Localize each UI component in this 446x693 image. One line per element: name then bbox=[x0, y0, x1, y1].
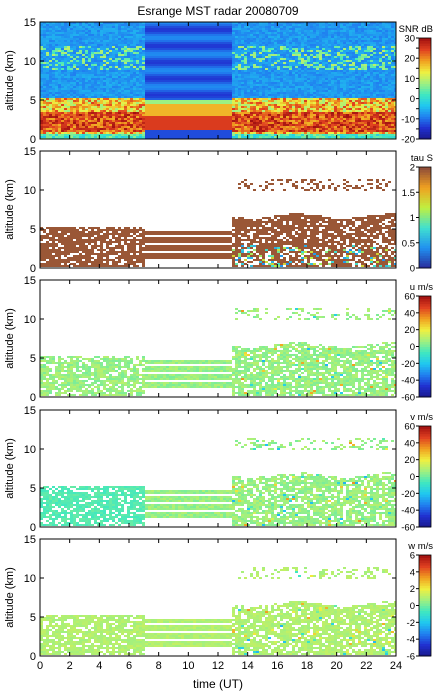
panel-1: 0 5 10 15 altitude (km) SNR dB -20 -10 0 10 20 30 bbox=[4, 17, 433, 146]
y-tick-label: 15 bbox=[24, 405, 36, 417]
colorbar-tick-label: -60 bbox=[401, 523, 415, 534]
colorbar-4: v m/s -60 -40 -20 0 20 40 60 bbox=[401, 412, 433, 534]
y-tick-label: 15 bbox=[24, 534, 36, 546]
y-tick-label: 5 bbox=[30, 483, 36, 495]
y-tick-label: 10 bbox=[24, 56, 36, 68]
panel-2: 0 5 10 15 altitude (km) tau S 0 0.5 1 1.5 2 bbox=[4, 146, 433, 275]
y-tick-label: 5 bbox=[30, 224, 36, 236]
colorbar-tick-label: -20 bbox=[401, 359, 415, 370]
colorbar-3: u m/s -60 -40 -20 0 20 40 60 bbox=[401, 282, 433, 404]
colorbar-tick-label: 40 bbox=[404, 308, 415, 319]
colorbar-2: tau S 0 0.5 1 1.5 2 bbox=[402, 153, 433, 275]
y-tick-label: 15 bbox=[24, 146, 36, 158]
colorbar-tick-label: 40 bbox=[404, 438, 415, 449]
y-tick-label: 10 bbox=[24, 314, 36, 326]
y-axis-label: altitude (km) bbox=[4, 50, 16, 111]
colorbar-tick-label: 0 bbox=[410, 94, 415, 105]
colorbar-tick-label: 0 bbox=[410, 264, 415, 275]
colorbar-tick-label: 60 bbox=[404, 292, 415, 303]
panel-4-field bbox=[40, 438, 396, 526]
colorbar-tick-label: -60 bbox=[401, 393, 415, 404]
y-tick-label: 5 bbox=[30, 612, 36, 624]
colorbar-tick-label: 0 bbox=[410, 342, 415, 353]
colorbar-label: tau S bbox=[411, 153, 433, 164]
x-tick-label: 14 bbox=[242, 660, 254, 672]
colorbar-tick-label: 2 bbox=[410, 163, 415, 174]
panel-2-field bbox=[40, 179, 396, 267]
y-tick-label: 10 bbox=[24, 573, 36, 585]
y-axis-label: altitude (km) bbox=[4, 567, 16, 628]
colorbar-label: u m/s bbox=[410, 282, 433, 293]
y-tick-label: 5 bbox=[30, 353, 36, 365]
colorbar-tick-label: 1 bbox=[410, 213, 415, 224]
colorbar-tick-label: -10 bbox=[401, 114, 415, 125]
colorbar-tick-label: 2 bbox=[410, 584, 415, 595]
y-tick-label: 15 bbox=[24, 275, 36, 287]
colorbar-tick-label: 10 bbox=[404, 74, 415, 85]
x-tick-label: 24 bbox=[390, 660, 402, 672]
y-tick-label: 0 bbox=[30, 651, 36, 663]
colorbar-tick-label: 0 bbox=[410, 472, 415, 483]
panel-3: 0 5 10 15 altitude (km) u m/s -60 -40 -20 0 20 40 60 bbox=[4, 275, 433, 404]
y-tick-label: 0 bbox=[30, 263, 36, 275]
colorbar-tick-label: 4 bbox=[410, 567, 415, 578]
colorbar-tick-label: -6 bbox=[407, 652, 415, 663]
colorbar-label: v m/s bbox=[410, 412, 433, 423]
colorbar-tick-label: 30 bbox=[404, 34, 415, 45]
colorbar-tick-label: 0 bbox=[410, 601, 415, 612]
x-tick-label: 8 bbox=[156, 660, 162, 672]
colorbar-tick-label: 20 bbox=[404, 54, 415, 65]
y-axis-label: altitude (km) bbox=[4, 308, 16, 369]
panel-3-field bbox=[40, 308, 396, 396]
y-axis-label: altitude (km) bbox=[4, 438, 16, 499]
y-axis-label: altitude (km) bbox=[4, 179, 16, 240]
colorbar-1: SNR dB -20 -10 0 10 20 30 bbox=[399, 24, 433, 146]
x-tick-label: 20 bbox=[331, 660, 343, 672]
x-tick-label: 12 bbox=[212, 660, 224, 672]
y-tick-label: 0 bbox=[30, 522, 36, 534]
panel-1-field bbox=[40, 22, 396, 139]
colorbar-tick-label: 1.5 bbox=[402, 188, 415, 199]
x-tick-label: 22 bbox=[360, 660, 372, 672]
colorbar-tick-label: -20 bbox=[401, 135, 415, 146]
x-tick-label: 18 bbox=[301, 660, 313, 672]
y-tick-label: 5 bbox=[30, 95, 36, 107]
colorbar-tick-label: -20 bbox=[401, 489, 415, 500]
panel-4: 0 5 10 15 altitude (km) v m/s -60 -40 -20 0 20 40 60 bbox=[4, 405, 433, 534]
y-tick-label: 0 bbox=[30, 134, 36, 146]
y-tick-label: 10 bbox=[24, 185, 36, 197]
x-tick-label: 10 bbox=[182, 660, 194, 672]
y-tick-label: 15 bbox=[24, 17, 36, 29]
x-tick-label: 16 bbox=[271, 660, 283, 672]
colorbar-tick-label: -4 bbox=[407, 635, 415, 646]
colorbar-tick-label: 60 bbox=[404, 422, 415, 433]
y-tick-label: 10 bbox=[24, 444, 36, 456]
colorbar-tick-label: -40 bbox=[401, 376, 415, 387]
x-tick-label: 0 bbox=[37, 660, 43, 672]
colorbar-5: w m/s -6 -4 -2 0 2 4 6 bbox=[407, 541, 434, 663]
colorbar-tick-label: -40 bbox=[401, 506, 415, 517]
x-axis-label: time (UT) bbox=[193, 677, 243, 691]
colorbar-label: w m/s bbox=[407, 541, 433, 552]
colorbar-tick-label: 20 bbox=[404, 455, 415, 466]
panel-5-field bbox=[40, 567, 396, 655]
y-tick-label: 0 bbox=[30, 392, 36, 404]
colorbar-tick-label: -2 bbox=[407, 618, 415, 629]
x-tick-label: 4 bbox=[96, 660, 102, 672]
x-tick-label: 2 bbox=[67, 660, 73, 672]
colorbar-tick-label: 20 bbox=[404, 325, 415, 336]
figure-title: Esrange MST radar 20080709 bbox=[137, 4, 299, 18]
colorbar-tick-label: 0.5 bbox=[402, 238, 415, 249]
colorbar-label: SNR dB bbox=[399, 24, 433, 35]
colorbar-tick-label: 6 bbox=[410, 551, 415, 562]
x-tick-label: 6 bbox=[126, 660, 132, 672]
